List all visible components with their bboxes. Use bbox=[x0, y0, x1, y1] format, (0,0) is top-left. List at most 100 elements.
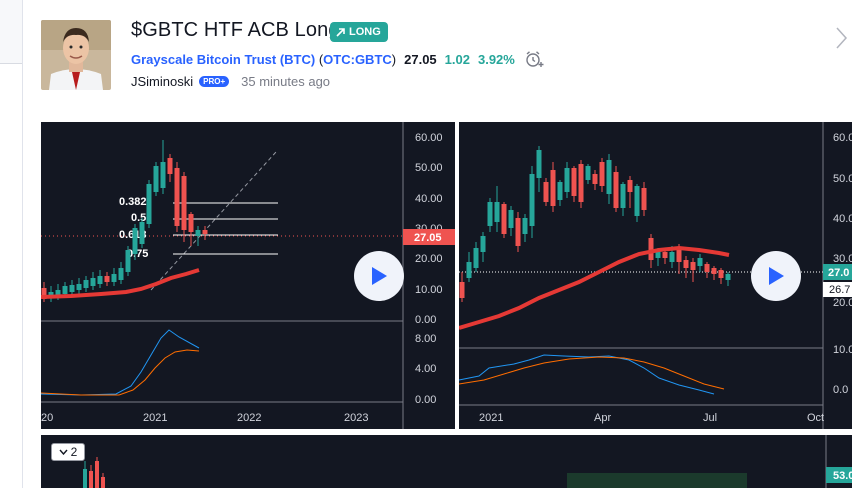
chart-daily[interactable]: 60.0 50.0 40.0 30.0 20.0 10.0 0.0 27.0 2… bbox=[459, 122, 852, 429]
candle-body bbox=[97, 276, 103, 284]
candle-body bbox=[146, 184, 152, 224]
c1-osc-tick-8: 8.00 bbox=[415, 333, 436, 345]
candle-body bbox=[508, 210, 514, 228]
alarm-add-icon[interactable] bbox=[525, 50, 545, 68]
c2-xtick-jul: Jul bbox=[703, 412, 717, 424]
author-avatar[interactable] bbox=[41, 20, 111, 90]
c1-ytick-10: 10.00 bbox=[415, 284, 443, 296]
candle-body bbox=[466, 262, 472, 278]
candle-body bbox=[564, 168, 570, 192]
candle-body bbox=[487, 202, 493, 226]
candle-body bbox=[697, 258, 703, 266]
c2-osc-tick-0: 0.0 bbox=[833, 384, 848, 396]
candle-body bbox=[167, 158, 173, 174]
candle-body bbox=[69, 285, 75, 292]
author-row: JSiminoski PRO+ 35 minutes ago bbox=[131, 74, 330, 89]
price-candles bbox=[459, 146, 731, 302]
c2-sma-tag bbox=[823, 282, 852, 297]
candle-body bbox=[494, 202, 500, 222]
chevron-right-icon[interactable] bbox=[835, 26, 849, 55]
c1-osc-tick-0: 0.00 bbox=[415, 394, 436, 406]
c2-ytick-30: 30.0 bbox=[833, 253, 852, 265]
left-sidebar-strip bbox=[0, 0, 22, 488]
c3-price-tag-label: 53.0 bbox=[833, 470, 852, 482]
candle-body bbox=[202, 230, 208, 234]
c2-xtick-oct: Oct bbox=[807, 412, 824, 424]
candle-body bbox=[725, 274, 731, 280]
candle-body bbox=[459, 282, 465, 298]
collapse-toggle[interactable]: 2 bbox=[51, 443, 85, 461]
symbol-code-link[interactable]: OTC:GBTC bbox=[323, 51, 392, 67]
c1-xtick-2023: 2023 bbox=[344, 412, 368, 424]
candle-body bbox=[641, 188, 647, 210]
c2-xtick-2021: 2021 bbox=[479, 412, 503, 424]
play-icon bbox=[372, 267, 387, 285]
play-icon bbox=[769, 267, 784, 285]
candle-body bbox=[55, 290, 61, 296]
symbol-change-pct: 3.92% bbox=[477, 51, 515, 67]
candle-body bbox=[606, 160, 612, 194]
idea-card: $GBTC HTF ACB Long LONG Grayscale Bitcoi… bbox=[22, 0, 852, 488]
c1-xtick-2022: 2022 bbox=[237, 412, 261, 424]
fib-label-075: 0.75 bbox=[127, 248, 148, 260]
fib-label-0382: 0.382 bbox=[119, 196, 147, 208]
price-candles bbox=[41, 140, 208, 302]
symbol-name-link[interactable]: Grayscale Bitcoin Trust (BTC) bbox=[131, 51, 316, 67]
candle-body bbox=[111, 274, 117, 282]
c2-price-tag bbox=[823, 264, 852, 280]
c1-osc-tick-4: 4.00 bbox=[415, 363, 436, 375]
candle-body bbox=[195, 230, 201, 236]
candle-body bbox=[662, 252, 668, 258]
chart-third-preview[interactable]: 53.0 bbox=[41, 435, 852, 488]
c1-ytick-40: 40.00 bbox=[415, 193, 443, 205]
candle-body bbox=[529, 174, 535, 226]
c2-ytick-20: 20.0 bbox=[833, 297, 852, 309]
candle-body bbox=[613, 172, 619, 208]
c1-ytick-60: 60.00 bbox=[415, 132, 443, 144]
c1-xtick-2021: 2021 bbox=[143, 412, 167, 424]
candle-body bbox=[627, 180, 633, 192]
c3-price-tag bbox=[826, 467, 852, 483]
candle-body bbox=[683, 260, 689, 268]
posted-time: 35 minutes ago bbox=[241, 74, 331, 89]
candle-body bbox=[557, 182, 563, 200]
candle-body bbox=[480, 236, 486, 252]
candle-body bbox=[473, 248, 479, 268]
candle-body bbox=[648, 238, 654, 260]
symbol-price: 27.05 bbox=[404, 51, 437, 67]
candle-body bbox=[543, 182, 549, 202]
candle-body bbox=[125, 250, 131, 272]
candle-body bbox=[585, 166, 591, 180]
c2-sma-tag-label: 26.7 bbox=[829, 284, 850, 296]
c2-ytick-50: 50.0 bbox=[833, 173, 852, 185]
long-badge: LONG bbox=[330, 22, 388, 42]
candle-body bbox=[139, 222, 145, 244]
idea-title[interactable]: $GBTC HTF ACB Long bbox=[131, 19, 340, 41]
candle-body bbox=[181, 176, 187, 230]
collapse-count: 2 bbox=[70, 445, 78, 459]
arrow-up-right-icon bbox=[336, 27, 345, 37]
candle-body bbox=[718, 270, 724, 278]
pro-badge: PRO+ bbox=[199, 76, 230, 87]
candle-body bbox=[634, 186, 640, 216]
candle-body bbox=[118, 268, 124, 280]
chart-weekly[interactable]: 0.382 0.5 0.618 0.75 60.00 50.00 40.00 3… bbox=[41, 122, 455, 429]
candle-body bbox=[690, 262, 696, 270]
candle-body bbox=[578, 164, 584, 202]
candle-body bbox=[104, 276, 110, 282]
candle-body bbox=[41, 288, 47, 299]
play-button-chart2[interactable] bbox=[751, 251, 801, 301]
candle-body bbox=[83, 280, 89, 288]
candle-body bbox=[620, 184, 626, 208]
symbol-row: Grayscale Bitcoin Trust (BTC) ( OTC:GBTC… bbox=[131, 50, 545, 68]
play-button-chart1[interactable] bbox=[354, 251, 404, 301]
symbol-change: 1.02 bbox=[444, 51, 470, 67]
candle-body bbox=[515, 218, 521, 246]
author-name[interactable]: JSiminoski bbox=[131, 74, 194, 89]
candle-body bbox=[90, 278, 96, 286]
badge-label: LONG bbox=[349, 26, 381, 38]
candle-body bbox=[592, 174, 598, 184]
c2-osc-tick-10: 10.0 bbox=[833, 344, 852, 356]
candle-body bbox=[188, 214, 194, 232]
